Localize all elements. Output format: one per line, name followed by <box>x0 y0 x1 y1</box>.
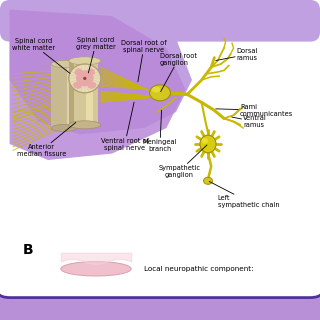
Text: B: B <box>22 243 33 257</box>
Circle shape <box>83 77 86 80</box>
Bar <box>51 64 74 128</box>
Polygon shape <box>10 10 192 134</box>
Ellipse shape <box>61 262 131 276</box>
Ellipse shape <box>202 138 208 144</box>
Text: Spinal cord
grey matter: Spinal cord grey matter <box>76 36 116 73</box>
Ellipse shape <box>152 87 161 92</box>
Text: Anterior
median fissure: Anterior median fissure <box>17 123 76 157</box>
Text: Ventral root of
spinal nerve: Ventral root of spinal nerve <box>101 102 149 151</box>
Bar <box>69 61 74 125</box>
Ellipse shape <box>76 70 94 86</box>
Ellipse shape <box>88 82 97 89</box>
Ellipse shape <box>204 177 212 184</box>
Text: Dorsal root
ganglion: Dorsal root ganglion <box>160 52 197 92</box>
Text: Meningeal
branch: Meningeal branch <box>143 110 177 152</box>
Ellipse shape <box>69 64 101 93</box>
FancyBboxPatch shape <box>0 0 320 42</box>
Text: Ventral
ramus: Ventral ramus <box>232 115 267 128</box>
Text: Sympathetic
ganglion: Sympathetic ganglion <box>158 145 207 178</box>
Ellipse shape <box>73 82 82 89</box>
Ellipse shape <box>200 135 216 153</box>
Text: Local neuropathic component:: Local neuropathic component: <box>144 266 254 272</box>
Polygon shape <box>10 10 186 160</box>
Bar <box>69 61 98 125</box>
Text: Left
sympathetic chain: Left sympathetic chain <box>209 181 279 208</box>
Ellipse shape <box>150 85 171 101</box>
Ellipse shape <box>87 68 95 76</box>
Text: Dorsal
ramus: Dorsal ramus <box>216 48 258 61</box>
Ellipse shape <box>51 124 77 132</box>
Text: Spinal cord
white matter: Spinal cord white matter <box>12 38 70 73</box>
Bar <box>86 61 93 125</box>
Text: Rami
communicantes: Rami communicantes <box>216 104 293 117</box>
Ellipse shape <box>69 121 101 129</box>
Ellipse shape <box>69 57 101 65</box>
Bar <box>67 64 74 128</box>
Ellipse shape <box>51 60 77 68</box>
FancyBboxPatch shape <box>0 0 320 298</box>
Text: Dorsal root of
spinal nerve: Dorsal root of spinal nerve <box>121 40 167 82</box>
Ellipse shape <box>75 68 82 76</box>
